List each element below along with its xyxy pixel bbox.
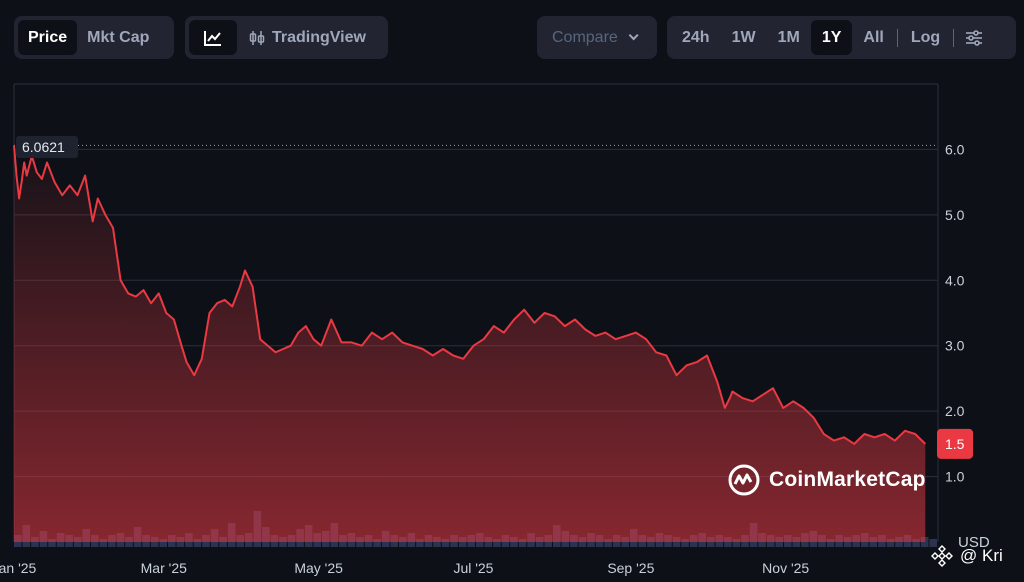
- price-line: [13, 145, 927, 445]
- candlestick-icon: [249, 30, 265, 45]
- line-chart-button[interactable]: [189, 20, 237, 55]
- tab-mkt-cap[interactable]: Mkt Cap: [87, 28, 150, 46]
- range-1m[interactable]: 1M: [777, 28, 800, 46]
- volume-bar: [373, 539, 381, 547]
- x-tick-label: Nov '25: [762, 560, 809, 576]
- author-credit: @ Kri: [930, 544, 1003, 568]
- volume-bar: [441, 539, 450, 547]
- watermark-text: CoinMarketCap: [769, 468, 926, 491]
- x-tick-label: Mar '25: [141, 560, 187, 576]
- y-axis: 6.0 5.0 4.0 3.0 2.0 1.0: [945, 141, 965, 484]
- volume-bar: [604, 539, 612, 547]
- x-axis: Jan '25 Mar '25 May '25 Jul '25 Sep '25 Nov '…: [0, 560, 809, 576]
- range-24h[interactable]: 24h: [682, 28, 710, 46]
- chevron-down-icon: [628, 30, 639, 41]
- volume-bar: [416, 539, 424, 547]
- range-all[interactable]: All: [863, 28, 884, 46]
- compare-text: Compare: [552, 28, 618, 46]
- volume-bar: [826, 539, 835, 547]
- compare-dropdown[interactable]: Compare: [537, 16, 657, 59]
- volume-bar: [99, 539, 108, 547]
- coinmarketcap-watermark: CoinMarketCap: [727, 463, 926, 497]
- volume-bar: [159, 539, 167, 547]
- time-range-selector: 24h 1W 1M 1Y All Log: [667, 16, 1016, 59]
- volume-bar: [732, 539, 741, 547]
- credit-text: @ Kri: [960, 546, 1003, 565]
- chart-settings-button[interactable]: [956, 20, 992, 55]
- compare-label: Compare: [541, 20, 646, 55]
- range-1w[interactable]: 1W: [731, 28, 756, 46]
- line-chart-icon: [204, 30, 221, 46]
- volume-bar: [518, 539, 527, 547]
- price-type-toggle: Price Mkt Cap: [14, 16, 174, 59]
- volume-bar: [929, 539, 937, 547]
- y-tick-label: 6.0: [945, 141, 965, 157]
- divider: [953, 28, 955, 47]
- chart-view-toggle: TradingView: [185, 16, 388, 59]
- range-1y[interactable]: 1Y: [810, 20, 853, 55]
- x-tick-label: May '25: [294, 560, 343, 576]
- price-chart[interactable]: 6.0 5.0 4.0 3.0 2.0 1.0 Jan '25 Mar '25 May '25…: [0, 76, 1024, 582]
- tradingview-label: TradingView: [272, 28, 366, 46]
- tradingview-button[interactable]: TradingView: [237, 20, 377, 55]
- current-price-text: 1.5: [945, 436, 965, 452]
- log-scale-toggle[interactable]: Log: [910, 28, 941, 46]
- volume-bar: [48, 539, 56, 547]
- sliders-icon: [966, 29, 983, 46]
- divider: [896, 28, 898, 47]
- y-tick-label: 4.0: [945, 272, 965, 288]
- y-tick-label: 5.0: [945, 207, 965, 223]
- high-label-text: 6.0621: [22, 139, 65, 155]
- y-tick-label: 1.0: [945, 469, 965, 485]
- current-price-badge: 1.5: [937, 428, 973, 459]
- volume-bar: [912, 539, 920, 547]
- tab-price[interactable]: Price: [18, 20, 78, 55]
- volume-bar: [193, 539, 202, 547]
- high-label: 6.0621: [16, 136, 78, 158]
- y-tick-label: 2.0: [945, 403, 965, 419]
- currency-label: USD: [958, 534, 990, 551]
- chart-toolbar: Price Mkt Cap TradingView Compare 24h: [0, 0, 1024, 76]
- price-area: [14, 145, 926, 542]
- volume-bar: [886, 539, 895, 547]
- x-tick-label: Jul '25: [453, 560, 493, 576]
- x-tick-label: Jan '25: [0, 560, 37, 576]
- x-tick-label: Sep '25: [607, 560, 654, 576]
- coinmarketcap-logo-icon: [728, 464, 760, 496]
- binance-square-icon: [931, 545, 953, 567]
- volume-bar: [493, 539, 501, 547]
- y-tick-label: 3.0: [945, 338, 965, 354]
- volume-bar: [681, 539, 689, 547]
